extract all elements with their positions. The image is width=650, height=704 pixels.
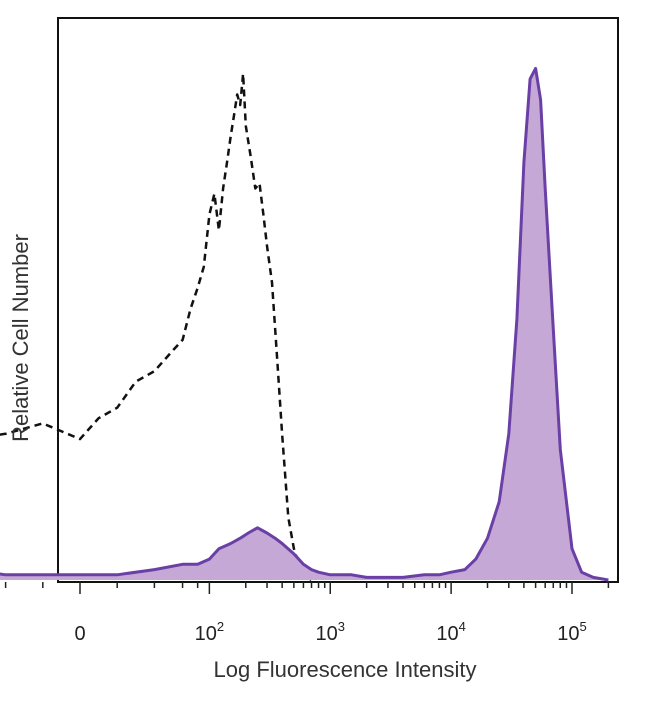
x-tick-label: 102: [195, 619, 224, 645]
x-tick-label: 105: [557, 619, 586, 645]
x-tick-label: 103: [316, 619, 345, 645]
series-0-line: [0, 72, 313, 582]
series-layer: [0, 66, 609, 582]
plot-frame: [57, 17, 619, 583]
x-tick-label: 104: [436, 619, 465, 645]
y-axis-title: Relative Cell Number: [8, 234, 33, 442]
x-tick-label: 0: [74, 623, 85, 645]
x-axis-title: Log Fluorescence Intensity: [214, 657, 477, 682]
x-axis: 0 102 103 104 105: [4, 582, 610, 645]
series-1-line: [0, 66, 609, 582]
series-1-fill: [0, 68, 609, 580]
